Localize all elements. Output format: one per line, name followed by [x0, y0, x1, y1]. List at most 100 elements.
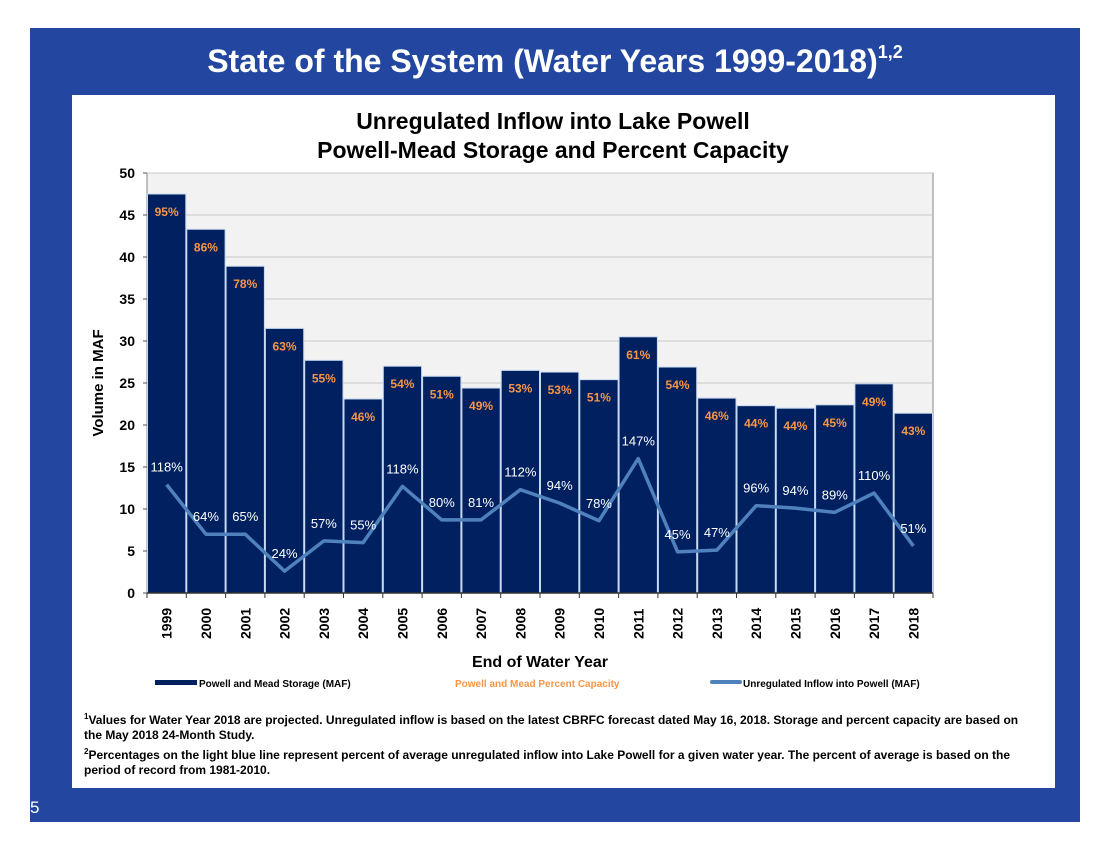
inflow-label: 64% [193, 509, 219, 524]
footnote-text: Percentages on the light blue line repre… [84, 748, 1011, 777]
x-tick-label: 2002 [277, 608, 293, 639]
y-tick-label: 50 [119, 165, 135, 181]
storage-bar [343, 398, 383, 594]
x-tick-label: 2012 [670, 608, 686, 639]
capacity-label: 49% [862, 395, 886, 409]
title-superscript: 1,2 [877, 42, 903, 62]
footnote-1: 1Values for Water Year 2018 are projecte… [84, 709, 1024, 743]
capacity-label: 55% [312, 371, 336, 385]
capacity-label: 53% [508, 381, 532, 395]
x-tick-label: 2014 [748, 608, 764, 639]
y-tick-label: 10 [119, 501, 135, 517]
inflow-label: 51% [900, 521, 926, 536]
legend-swatch-inflow [710, 680, 742, 684]
inflow-line [165, 456, 915, 573]
x-tick-label: 2005 [394, 608, 410, 639]
capacity-label: 86% [194, 240, 218, 254]
inflow-label: 94% [547, 478, 573, 493]
footnote-mark: 2 [84, 747, 89, 756]
footnote-2: 2Percentages on the light blue line repr… [84, 744, 1024, 778]
inflow-label: 110% [858, 468, 891, 483]
inflow-label: 118% [151, 460, 184, 475]
y-tick-label: 0 [127, 585, 135, 601]
storage-bar [854, 383, 894, 594]
x-tick-label: 2007 [473, 608, 489, 639]
x-tick-label: 2013 [709, 608, 725, 639]
capacity-label: 78% [233, 277, 257, 291]
x-tick-label: 2004 [355, 608, 371, 639]
x-tick-label: 2017 [866, 608, 882, 639]
storage-bar [815, 404, 855, 594]
x-tick-label: 2001 [237, 608, 253, 639]
slide-title: State of the System (Water Years 1999-20… [30, 42, 1080, 80]
capacity-label: 95% [155, 205, 179, 219]
capacity-label: 51% [430, 387, 454, 401]
y-tick-label: 40 [119, 249, 135, 265]
inflow-label: 112% [504, 465, 537, 480]
x-tick-label: 2016 [827, 608, 843, 639]
legend-label-storage: Powell and Mead Storage (MAF) [199, 679, 351, 690]
storage-bar [225, 265, 265, 594]
capacity-label: 61% [626, 348, 650, 362]
inflow-label: 24% [272, 546, 298, 561]
x-tick-label: 2009 [552, 608, 568, 639]
x-tick-label: 2008 [512, 608, 528, 639]
capacity-label: 44% [744, 417, 768, 431]
inflow-label: 45% [665, 527, 691, 542]
storage-bar [186, 228, 226, 594]
storage-bar [579, 379, 619, 594]
x-tick-label: 2000 [198, 608, 214, 639]
storage-bar [775, 407, 816, 594]
inflow-label: 89% [822, 487, 848, 502]
storage-bar [893, 412, 934, 594]
storage-bar [147, 193, 187, 594]
inflow-label: 65% [232, 509, 258, 524]
y-tick-label: 5 [127, 543, 135, 559]
capacity-label: 45% [823, 416, 847, 430]
storage-bar [382, 365, 423, 594]
capacity-label: 53% [548, 383, 572, 397]
y-axis-label: Volume in MAF [90, 329, 107, 436]
page-number: 5 [30, 798, 40, 817]
inflow-label: 55% [350, 518, 376, 533]
storage-bar [422, 375, 462, 594]
x-axis-label: End of Water Year [472, 654, 608, 671]
y-tick-label: 20 [119, 417, 135, 433]
storage-bar [736, 405, 776, 594]
storage-bar [264, 327, 305, 594]
inflow-label: 57% [311, 516, 337, 531]
capacity-label: 54% [390, 377, 414, 391]
y-tick-label: 35 [119, 291, 135, 307]
legend-swatch-storage [155, 680, 197, 685]
capacity-label: 51% [587, 391, 611, 405]
y-tick-label: 15 [119, 459, 135, 475]
inflow-label: 96% [743, 481, 769, 496]
storage-bar [657, 366, 698, 594]
x-tick-label: 2011 [630, 608, 646, 639]
storage-bar [500, 369, 541, 594]
slide-title-text: State of the System (Water Years 1999-20… [207, 43, 878, 79]
chart-title: Powell-Mead Storage and Percent Capacity [317, 137, 789, 163]
y-tick-label: 25 [119, 375, 135, 391]
y-tick-label: 30 [119, 333, 135, 349]
y-tick-label: 45 [119, 207, 135, 223]
capacity-label: 44% [783, 419, 807, 433]
legend-label-capacity: Powell and Mead Percent Capacity [455, 679, 620, 690]
storage-bar [618, 336, 658, 594]
x-tick-label: 2010 [591, 608, 607, 639]
capacity-label: 49% [469, 399, 493, 413]
footnote-text: Values for Water Year 2018 are projected… [84, 713, 1019, 742]
inflow-label: 81% [468, 495, 494, 510]
inflow-label: 78% [586, 496, 612, 511]
inflow-label: 147% [622, 434, 656, 449]
x-tick-label: 2018 [905, 608, 921, 639]
inflow-label: 80% [429, 495, 455, 510]
capacity-label: 43% [901, 424, 925, 438]
inflow-label: 94% [782, 483, 808, 498]
inflow-label: 118% [386, 461, 419, 476]
chart-title: Unregulated Inflow into Lake Powell [356, 108, 750, 134]
capacity-label: 46% [705, 409, 729, 423]
capacity-label: 46% [351, 410, 375, 424]
